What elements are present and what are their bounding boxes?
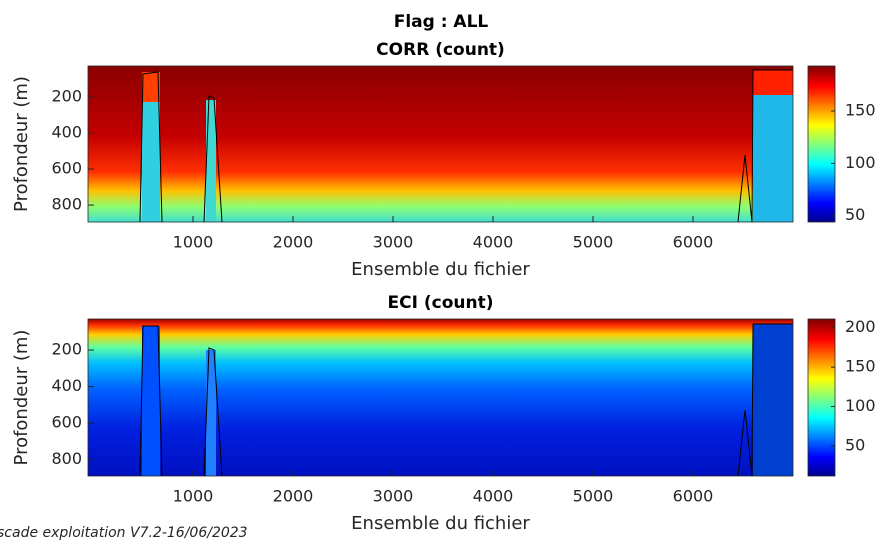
x-tick-label: 1000: [173, 487, 214, 506]
x-tick-label: 1000: [173, 233, 214, 252]
x-tick-label: 3000: [373, 487, 414, 506]
x-tick-label: 4000: [473, 487, 514, 506]
y-tick-label: 600: [51, 159, 82, 178]
y-tick-label: 800: [51, 195, 82, 214]
heatmap-image: [88, 319, 793, 477]
y-tick-label: 800: [51, 449, 82, 468]
x-tick-label: 2000: [273, 487, 314, 506]
colorbar-tick-label: 50: [845, 205, 865, 224]
colorbar-tick-label: 150: [845, 101, 876, 120]
colorbar-tick-label: 100: [845, 396, 876, 415]
y-tick-label: 400: [51, 123, 82, 142]
x-axis-label: Ensemble du fichier: [351, 259, 530, 280]
colorbar-tick-label: 100: [845, 153, 876, 172]
y-tick-label: 400: [51, 376, 82, 395]
heatmap-image: [88, 66, 793, 223]
axes-frame: [87, 318, 794, 477]
y-tick-label: 200: [51, 340, 82, 359]
figure-title: Flag : ALL: [394, 12, 489, 32]
x-tick-label: 6000: [673, 487, 714, 506]
x-tick-label: 5000: [573, 487, 614, 506]
y-tick-label: 200: [51, 86, 82, 105]
y-axis-label: Profondeur (m): [11, 330, 32, 466]
colorbar-tick-label: 150: [845, 357, 876, 376]
colorbar-tick-label: 50: [845, 436, 865, 455]
x-tick-label: 2000: [273, 233, 314, 252]
colorbar-tick-label: 200: [845, 317, 876, 336]
x-tick-label: 4000: [473, 233, 514, 252]
chart-title: CORR (count): [376, 40, 505, 60]
y-tick-label: 600: [51, 413, 82, 432]
y-axis-label: Profondeur (m): [11, 76, 32, 212]
x-axis-label: Ensemble du fichier: [351, 513, 530, 534]
x-tick-label: 5000: [573, 233, 614, 252]
colorbar: [807, 318, 836, 477]
footer: scade exploitation V7.2-16/06/2023: [0, 525, 248, 541]
colorbar: [807, 65, 836, 223]
x-tick-label: 3000: [373, 233, 414, 252]
chart-title: ECI (count): [388, 293, 494, 313]
axes-frame: [87, 65, 794, 223]
x-tick-label: 6000: [673, 233, 714, 252]
